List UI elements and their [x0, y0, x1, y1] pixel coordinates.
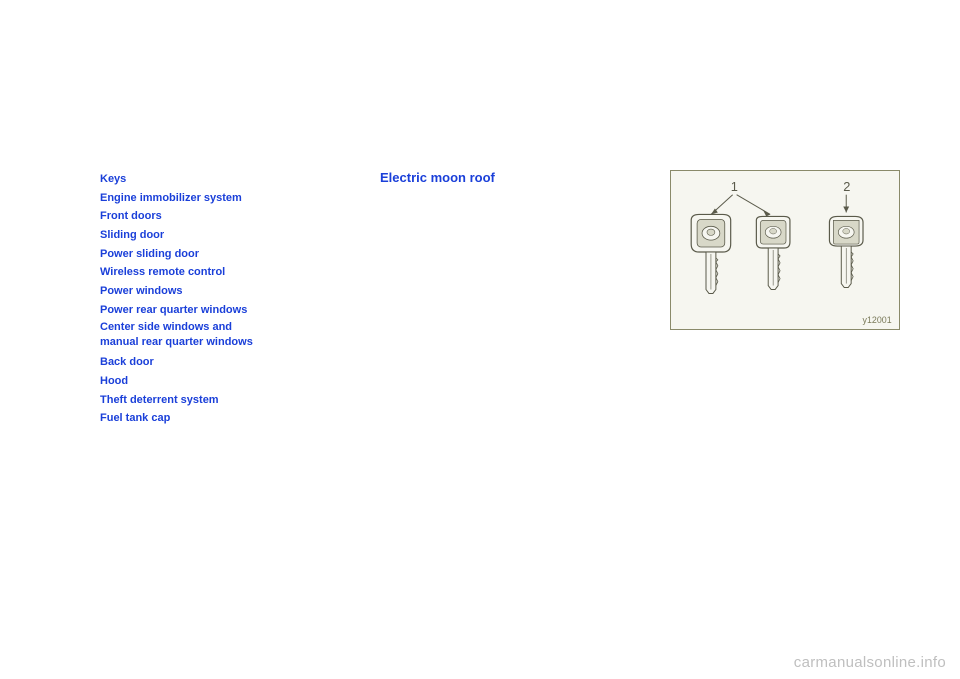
keys-figure: 1 2	[670, 170, 900, 330]
figure-label-2: 2	[843, 179, 850, 194]
toc-item[interactable]: Engine immobilizer system	[100, 189, 340, 208]
toc-list: Keys Engine immobilizer system Front doo…	[100, 170, 340, 428]
keys-svg: 1 2	[671, 171, 899, 329]
figure-code: y12001	[863, 315, 892, 325]
key-master	[691, 214, 731, 293]
toc-item[interactable]: Sliding door	[100, 226, 340, 245]
toc-item[interactable]: Theft deterrent system	[100, 391, 340, 410]
toc-item[interactable]: Keys	[100, 170, 340, 189]
toc-item[interactable]: Front doors	[100, 207, 340, 226]
key-sub	[829, 216, 863, 287]
toc-item[interactable]: Power windows	[100, 282, 340, 301]
figure-column: 1 2	[660, 170, 900, 428]
toc-column: Keys Engine immobilizer system Front doo…	[60, 170, 340, 428]
toc-item[interactable]: Power rear quarter windows	[100, 301, 340, 320]
toc-item[interactable]: Center side windows andmanual rear quart…	[100, 320, 340, 351]
toc-item[interactable]: Hood	[100, 372, 340, 391]
key-master-2	[756, 216, 790, 289]
figure-label-1: 1	[731, 179, 738, 194]
toc-item[interactable]: Power sliding door	[100, 245, 340, 264]
toc-item[interactable]: Fuel tank cap	[100, 409, 340, 428]
section-heading[interactable]: Electric moon roof	[380, 170, 620, 185]
watermark: carmanualsonline.info	[794, 654, 946, 671]
toc-item[interactable]: Wireless remote control	[100, 263, 340, 282]
toc-item[interactable]: Back door	[100, 353, 340, 372]
page-container: Keys Engine immobilizer system Front doo…	[0, 0, 960, 428]
heading-column: Electric moon roof	[380, 170, 620, 428]
